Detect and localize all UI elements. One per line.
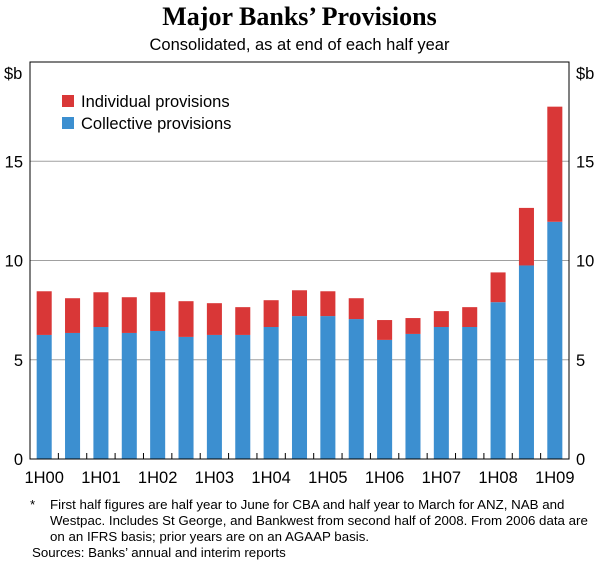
bar-collective xyxy=(320,316,336,459)
bar-collective xyxy=(65,332,81,459)
x-tick-label: 1H09 xyxy=(535,469,574,487)
chart-subtitle: Consolidated, as at end of each half yea… xyxy=(149,36,450,54)
footnote-mark: * xyxy=(30,497,36,512)
bar-collective xyxy=(518,265,534,459)
bar-individual xyxy=(121,297,137,333)
bar-collective xyxy=(348,319,364,459)
bar-individual xyxy=(65,298,81,333)
x-tick-label: 1H06 xyxy=(365,469,404,487)
x-tick-label: 1H01 xyxy=(81,469,120,487)
bar-individual xyxy=(206,303,222,335)
bar-collective xyxy=(490,302,506,459)
y-tick-labels: 0 0 5 5 10 10 15 15 xyxy=(5,153,595,469)
bar-individual xyxy=(263,300,279,327)
bar-individual xyxy=(150,292,166,331)
x-tick-labels: 1H00 1H01 1H02 1H03 1H04 1H05 1H06 1H07 1H08 1H09 xyxy=(24,469,574,487)
footnote-text: First half figures are half year to June… xyxy=(50,497,588,544)
legend-label-collective: Collective provisions xyxy=(81,115,231,133)
y-tick-label-left: 10 xyxy=(5,253,23,271)
bar-collective xyxy=(547,221,563,459)
x-tick-label: 1H05 xyxy=(308,469,347,487)
bar-individual xyxy=(405,318,421,334)
x-tick-label: 1H07 xyxy=(422,469,461,487)
y-tick-label-left: 0 xyxy=(14,451,23,469)
bar-collective xyxy=(178,336,194,459)
bar-individual xyxy=(320,291,336,317)
bar-collective xyxy=(121,332,137,459)
y-tick-label-right: 0 xyxy=(576,451,585,469)
x-tick-label: 1H02 xyxy=(138,469,177,487)
bar-collective xyxy=(206,334,222,459)
y-tick-label-right: 5 xyxy=(576,352,585,370)
bar-collective xyxy=(433,327,449,459)
legend-swatch-collective xyxy=(62,117,74,129)
notes: * First half figures are half year to Ju… xyxy=(20,497,590,561)
y-tick-label-left: 5 xyxy=(14,352,23,370)
bar-collective xyxy=(93,327,109,459)
bar-collective xyxy=(462,327,478,459)
y-tick-label-right: 15 xyxy=(576,153,594,171)
x-tick-label: 1H03 xyxy=(195,469,234,487)
bar-individual xyxy=(36,291,52,335)
bar-individual xyxy=(235,307,251,335)
sources: Sources: Banks’ annual and interim repor… xyxy=(32,545,286,560)
bar-collective xyxy=(263,327,279,459)
bar-individual xyxy=(377,320,393,340)
x-tick-label: 1H08 xyxy=(478,469,517,487)
x-tick-marks xyxy=(57,453,542,459)
bar-individual xyxy=(547,106,563,222)
bar-collective xyxy=(377,339,393,459)
legend: Individual provisions Collective provisi… xyxy=(62,93,231,133)
bar-individual xyxy=(291,290,308,317)
plot-frame xyxy=(29,61,570,460)
footnote: * First half figures are half year to Ju… xyxy=(20,497,590,545)
bar-collective xyxy=(150,330,166,459)
bar-collective xyxy=(291,316,308,459)
bars xyxy=(36,106,563,459)
bar-collective xyxy=(405,333,421,459)
bar-individual xyxy=(348,298,364,320)
y-unit-left: $b xyxy=(4,65,22,83)
y-tick-label-left: 15 xyxy=(5,153,23,171)
y-tick-label-right: 10 xyxy=(576,253,594,271)
x-tick-label: 1H04 xyxy=(251,469,290,487)
legend-label-individual: Individual provisions xyxy=(81,93,230,111)
legend-swatch-individual xyxy=(62,95,74,107)
chart-title: Major Banks’ Provisions xyxy=(162,2,437,31)
y-unit-right: $b xyxy=(576,65,594,83)
x-tick-label: 1H00 xyxy=(24,469,63,487)
bar-individual xyxy=(178,301,194,337)
bar-individual xyxy=(433,311,449,327)
bar-individual xyxy=(462,307,478,327)
bar-individual xyxy=(93,292,109,327)
bar-individual xyxy=(518,207,534,266)
bar-individual xyxy=(490,272,506,303)
bar-collective xyxy=(36,334,52,459)
bar-collective xyxy=(235,334,251,459)
